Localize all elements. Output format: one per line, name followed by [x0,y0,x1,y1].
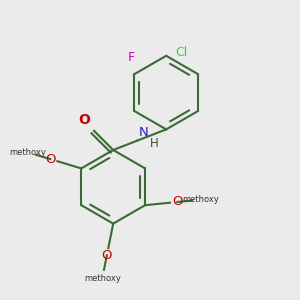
Text: N: N [139,126,148,139]
Text: O: O [172,196,182,208]
Text: methoxy: methoxy [84,274,121,283]
Text: O: O [79,113,91,127]
Text: O: O [45,153,56,166]
Text: methoxy: methoxy [182,195,219,204]
Text: O: O [102,249,112,262]
Text: methoxy: methoxy [9,148,46,157]
Text: H: H [150,137,159,150]
Text: F: F [128,51,135,64]
Text: Cl: Cl [175,46,187,59]
